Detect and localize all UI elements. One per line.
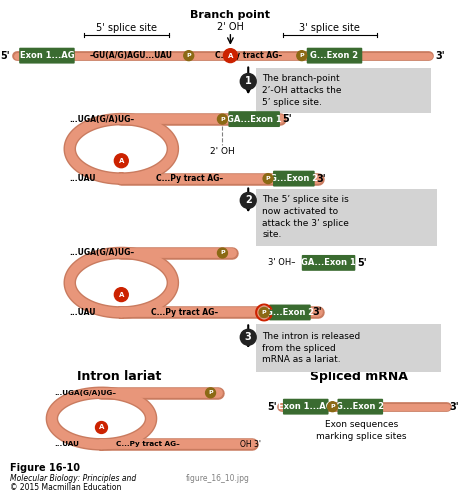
Circle shape [223,48,237,62]
Text: 5' splice site: 5' splice site [95,23,157,33]
Text: Exon sequences
marking splice sites: Exon sequences marking splice sites [315,420,406,441]
Circle shape [205,388,215,398]
FancyBboxPatch shape [256,188,436,246]
Circle shape [240,330,256,345]
Text: C...Py tract AG–: C...Py tract AG– [156,174,223,183]
Text: 3' OH–: 3' OH– [268,258,295,268]
Text: 5': 5' [357,258,366,268]
Circle shape [217,248,227,258]
FancyBboxPatch shape [228,111,280,127]
Text: GA...Exon 1: GA...Exon 1 [226,114,281,124]
Text: C...Py tract AG–: C...Py tract AG– [214,51,281,60]
Text: P: P [299,53,303,58]
Circle shape [184,50,193,60]
Text: P: P [265,176,270,181]
Text: 1: 1 [244,76,251,86]
Text: G...Exon 2: G...Exon 2 [265,308,313,317]
Text: 5': 5' [281,114,291,124]
Circle shape [296,50,306,60]
Text: G...Exon 2: G...Exon 2 [336,402,384,411]
Circle shape [114,154,128,168]
Circle shape [240,74,256,90]
Text: P: P [220,116,224,121]
Text: Molecular Biology: Principles and: Molecular Biology: Principles and [10,474,136,482]
Text: A: A [118,292,124,298]
Text: figure_16_10.jpg: figure_16_10.jpg [185,474,249,482]
Text: 2' OH: 2' OH [210,148,234,156]
Text: Exon 1...AG: Exon 1...AG [20,51,74,60]
Text: 3' splice site: 3' splice site [298,23,359,33]
Text: The intron is released
from the spliced
mRNA as a lariat.: The intron is released from the spliced … [262,332,359,364]
Text: C...Py tract AG–: C...Py tract AG– [151,308,218,317]
FancyBboxPatch shape [306,48,362,64]
Text: ...UAU: ...UAU [70,174,96,183]
Text: ...UGA(G/A)UG–: ...UGA(G/A)UG– [54,390,116,396]
Text: P: P [186,53,190,58]
Text: A: A [99,424,104,430]
Text: P: P [330,404,334,409]
Text: 2: 2 [244,196,251,205]
Text: Spliced mRNA: Spliced mRNA [310,370,407,384]
Text: P: P [261,310,266,315]
Text: 3': 3' [448,402,458,411]
Text: 3': 3' [312,308,322,318]
Text: The 5’ splice site is
now activated to
attack the 3’ splice
site.: The 5’ splice site is now activated to a… [262,195,348,240]
Text: OH 3': OH 3' [240,440,261,449]
Text: The branch-point
2’-OH attacks the
5’ splice site.: The branch-point 2’-OH attacks the 5’ sp… [262,74,341,106]
Circle shape [217,114,227,124]
Text: –GU(A/G)AGU...UAU: –GU(A/G)AGU...UAU [90,51,172,60]
Text: Intron lariat: Intron lariat [77,370,161,384]
Text: 2' OH: 2' OH [217,22,243,32]
Text: ...UGA(G/A)UG–: ...UGA(G/A)UG– [70,114,134,124]
Text: ...UAU: ...UAU [70,308,96,317]
FancyBboxPatch shape [269,304,310,320]
FancyBboxPatch shape [256,324,440,372]
FancyBboxPatch shape [337,398,382,414]
Text: A: A [118,158,124,164]
Circle shape [95,422,107,434]
Text: A: A [227,52,233,59]
Text: Exon 1...AG: Exon 1...AG [278,402,332,411]
FancyBboxPatch shape [273,170,314,186]
Text: Figure 16-10: Figure 16-10 [10,463,80,473]
Text: Branch point: Branch point [190,10,270,20]
Text: © 2015 Macmillan Education: © 2015 Macmillan Education [10,484,121,492]
Circle shape [258,308,269,318]
FancyBboxPatch shape [256,68,430,113]
Text: G...Exon 2: G...Exon 2 [310,51,358,60]
Text: GA...Exon 1: GA...Exon 1 [301,258,355,268]
Text: P: P [220,250,224,256]
Text: ...UAU: ...UAU [54,442,78,448]
Text: 3: 3 [244,332,251,342]
Text: C...Py tract AG–: C...Py tract AG– [116,442,180,448]
Text: P: P [208,390,213,396]
Text: G...Exon 2: G...Exon 2 [269,174,317,183]
Text: 3': 3' [435,50,444,60]
Circle shape [240,192,256,208]
FancyBboxPatch shape [19,48,74,64]
Text: ...UGA(G/A)UG–: ...UGA(G/A)UG– [70,248,134,258]
Text: 3': 3' [316,174,325,184]
FancyBboxPatch shape [282,398,328,414]
Text: 5': 5' [0,50,10,60]
Circle shape [114,288,128,302]
Circle shape [327,402,337,411]
FancyBboxPatch shape [301,255,354,271]
Text: 5': 5' [267,402,276,411]
Circle shape [263,174,273,184]
